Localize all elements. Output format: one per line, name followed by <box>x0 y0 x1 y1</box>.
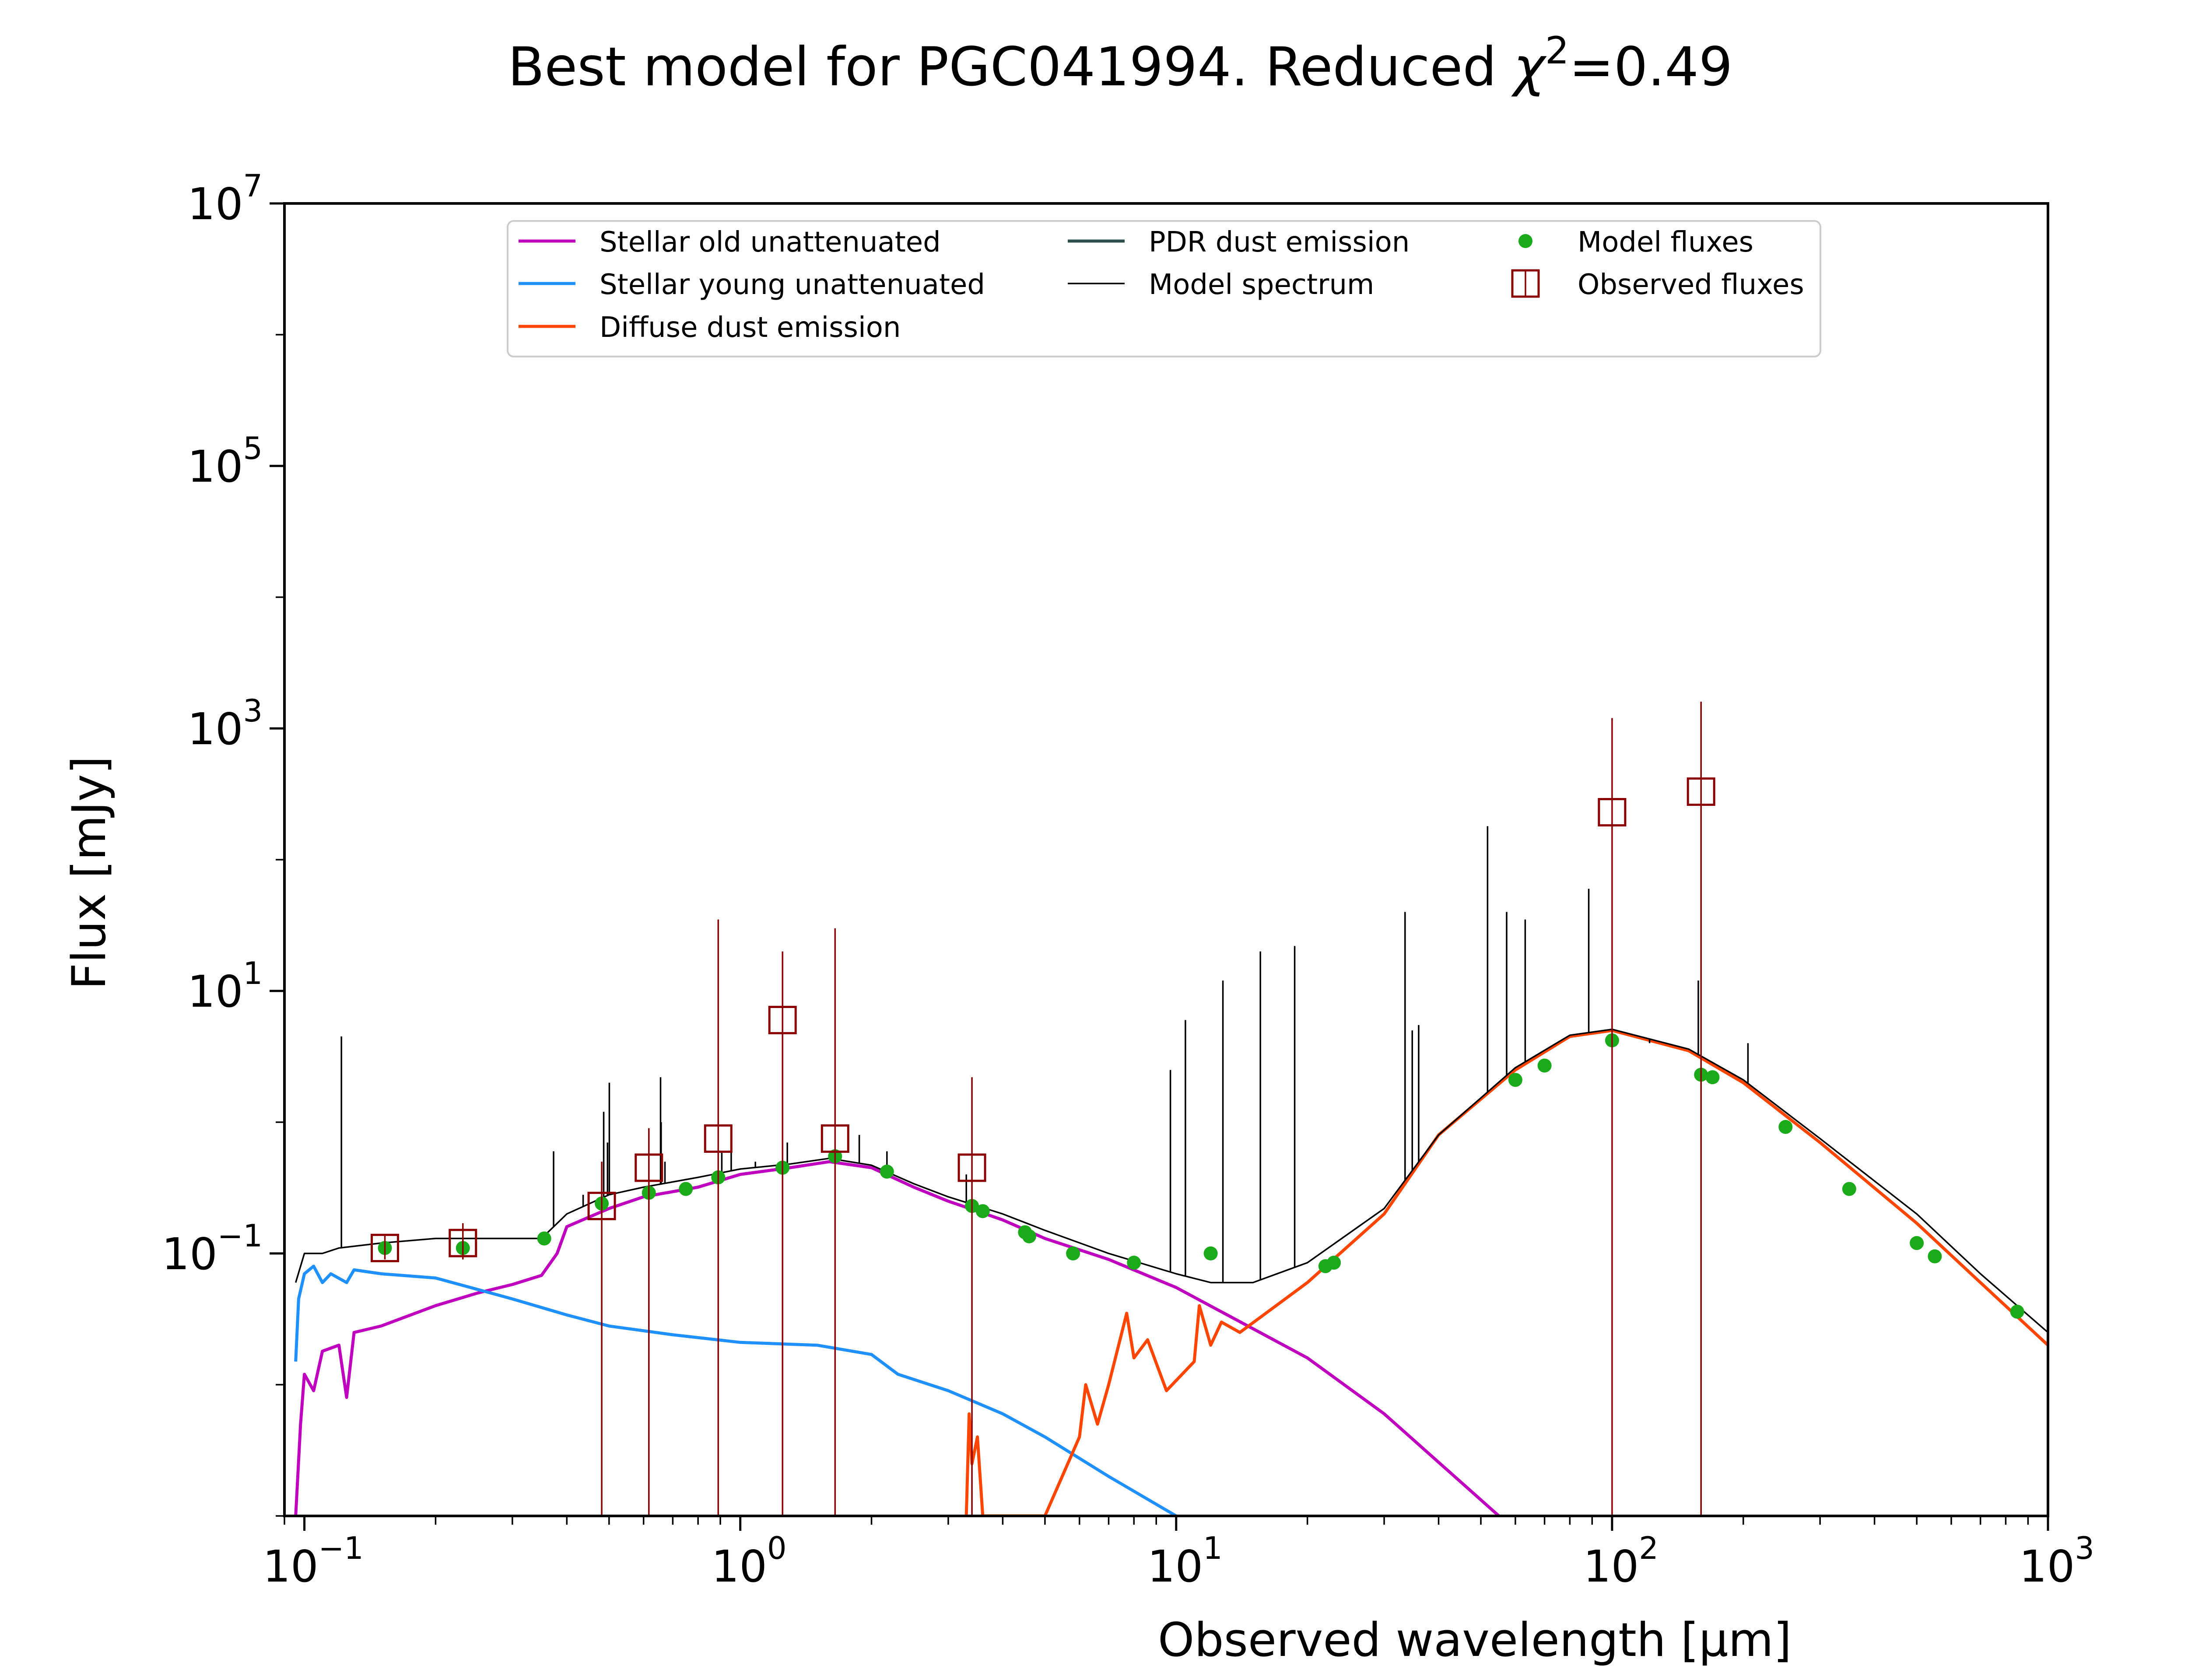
observed-flux-point <box>635 1153 663 1182</box>
observed-flux-point <box>820 1124 849 1153</box>
model-flux-point <box>537 1231 551 1246</box>
legend-label-6: Observed fluxes <box>1578 269 1804 301</box>
y-tick-label-3: 105 <box>187 430 263 492</box>
y-axis-label: Flux [mJy] <box>62 756 116 990</box>
series-line-1 <box>294 1264 1177 1516</box>
y-tick-label-0: 10−1 <box>162 1218 263 1280</box>
observed-flux-point <box>1598 798 1627 826</box>
model-flux-point <box>975 1204 990 1218</box>
chi-exponent: 2 <box>1545 29 1569 73</box>
model-flux-point <box>1842 1182 1856 1196</box>
plot-frame <box>283 202 2049 1517</box>
legend-label-4: Model spectrum <box>1149 269 1374 301</box>
observed-flux-point <box>1687 777 1715 806</box>
minor-ticks <box>276 334 2029 1525</box>
x-tick-label-4: 103 <box>2019 1530 2094 1592</box>
observed-flux-point <box>768 1006 797 1035</box>
model-flux-point <box>1022 1229 1036 1243</box>
legend-label-0: Stellar old unattenuated <box>600 226 941 259</box>
points-layer <box>371 701 2024 1516</box>
series-line-2 <box>964 1029 2048 1516</box>
x-axis-label: Observed wavelength [μm] <box>1158 1613 1792 1667</box>
legend-box <box>507 220 1821 357</box>
observed-flux-point <box>449 1228 477 1257</box>
model-flux-point <box>1508 1073 1522 1087</box>
model-flux-point <box>679 1182 693 1196</box>
model-flux-point <box>1705 1070 1720 1085</box>
observed-flux-point <box>587 1191 616 1220</box>
model-flux-point <box>880 1165 894 1179</box>
series-line-0 <box>294 1160 1500 1516</box>
model-flux-point <box>1127 1256 1141 1270</box>
y-tick-label-4: 107 <box>187 168 263 230</box>
model-flux-point <box>1928 1249 1942 1264</box>
model-flux-point <box>2010 1305 2024 1319</box>
x-tick-label-3: 102 <box>1583 1530 1659 1592</box>
legend-label-5: Model fluxes <box>1578 226 1753 259</box>
model-flux-point <box>1537 1058 1552 1073</box>
major-ticks <box>270 202 2049 1531</box>
series-layer <box>294 826 2048 1516</box>
chart-title: Best model for PGC041994. Reduced χ2=0.4… <box>508 29 1733 98</box>
model-flux-point <box>1327 1256 1341 1270</box>
x-tick-label-1: 100 <box>712 1530 787 1592</box>
model-flux-point <box>1910 1236 1924 1250</box>
model-flux-point <box>1778 1120 1793 1134</box>
legend-label-1: Stellar young unattenuated <box>600 269 985 301</box>
observed-flux-point <box>371 1234 400 1263</box>
x-tick-label-2: 101 <box>1147 1530 1223 1592</box>
model-flux-point <box>1203 1246 1218 1260</box>
y-tick-label-2: 103 <box>187 693 263 755</box>
x-tick-label-0: 10−1 <box>263 1530 363 1592</box>
observed-flux-point <box>957 1153 986 1182</box>
observed-flux-point <box>704 1124 733 1153</box>
legend: Stellar old unattenuated Stellar young un… <box>507 220 1821 357</box>
y-tick-label-1: 101 <box>187 956 263 1017</box>
chi-symbol: χ <box>1511 36 1547 98</box>
model-flux-point <box>1066 1246 1080 1260</box>
legend-label-3: PDR dust emission <box>1149 226 1410 259</box>
legend-marker-model-fluxes <box>1518 234 1532 248</box>
legend-label-2: Diffuse dust emission <box>600 312 901 344</box>
